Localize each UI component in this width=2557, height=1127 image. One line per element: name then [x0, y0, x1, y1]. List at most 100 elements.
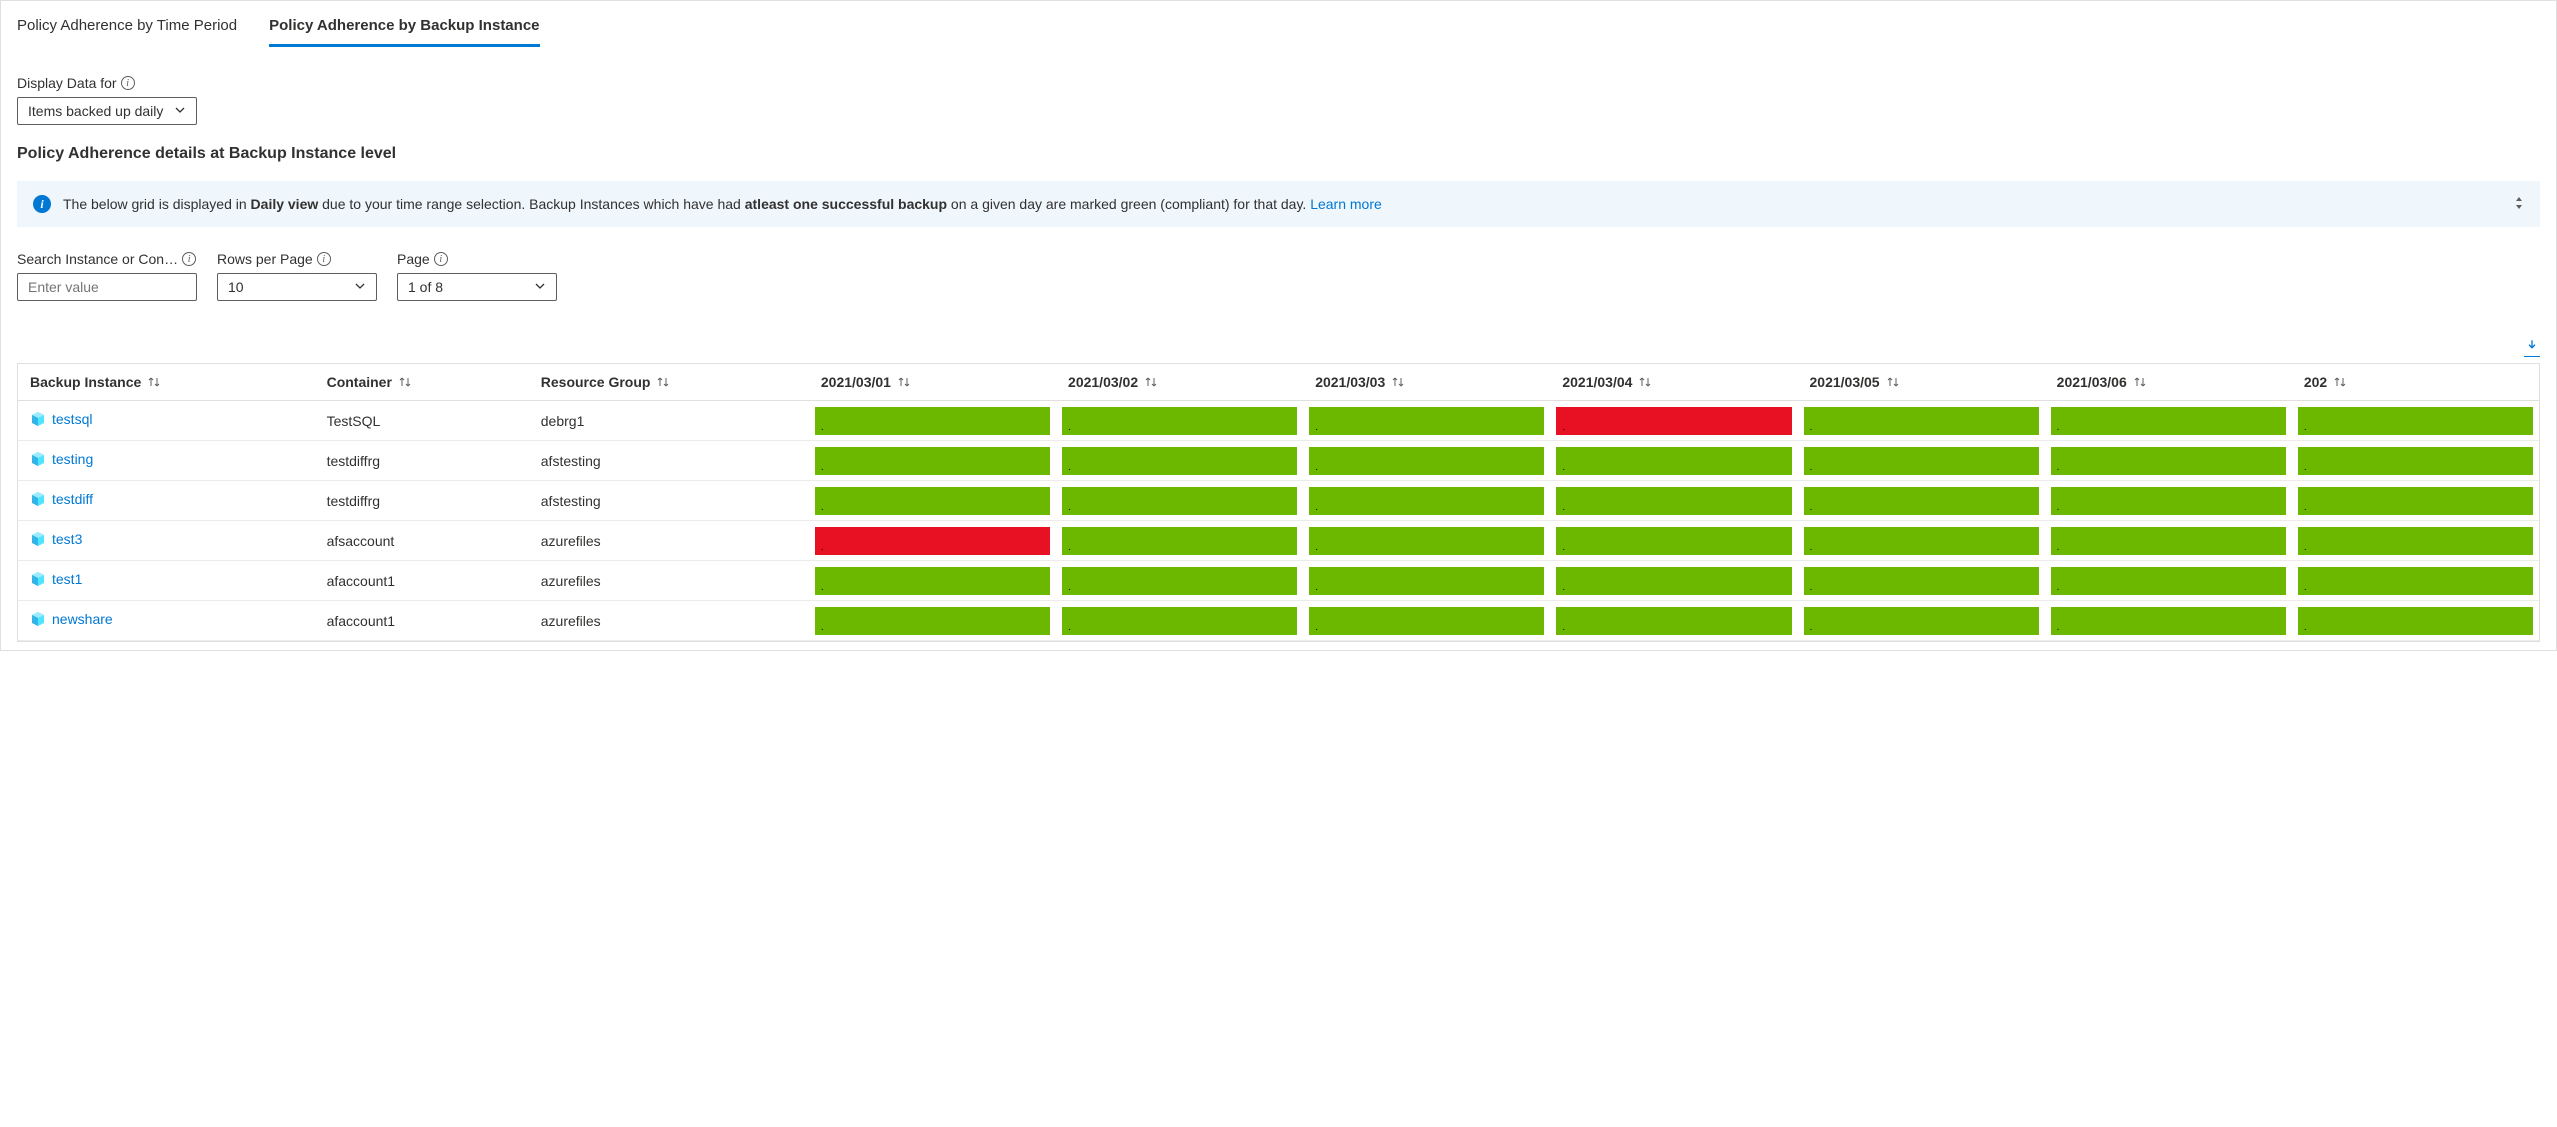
info-icon[interactable]: i — [434, 252, 448, 266]
status-cell: . — [1550, 521, 1797, 561]
table-row: test3afsaccountazurefiles....... — [18, 521, 2539, 561]
column-header[interactable]: 2021/03/03 — [1303, 364, 1550, 401]
status-block: . — [1062, 527, 1297, 555]
instance-link[interactable]: testsql — [30, 411, 92, 427]
column-label: Backup Instance — [30, 374, 141, 390]
column-label: 202 — [2304, 374, 2327, 390]
sort-icon[interactable] — [1886, 376, 1900, 388]
rows-per-page-field: Rows per Page i 10 — [217, 251, 377, 301]
sort-icon[interactable] — [656, 376, 670, 388]
sort-icon[interactable] — [1638, 376, 1652, 388]
column-header[interactable]: 2021/03/01 — [809, 364, 1056, 401]
display-data-label: Display Data for i — [17, 75, 2540, 91]
column-label: Container — [327, 374, 392, 390]
info-icon: i — [33, 195, 51, 213]
status-block: . — [1062, 607, 1297, 635]
status-block: . — [815, 447, 1050, 475]
status-block: . — [1062, 407, 1297, 435]
status-block: . — [1804, 407, 2039, 435]
status-cell: . — [1303, 481, 1550, 521]
column-header[interactable]: 2021/03/04 — [1550, 364, 1797, 401]
display-data-dropdown[interactable]: Items backed up daily — [17, 97, 197, 125]
status-cell: . — [2045, 481, 2292, 521]
page-dropdown[interactable]: 1 of 8 — [397, 273, 557, 301]
sort-icon[interactable] — [897, 376, 911, 388]
column-header[interactable]: Container — [315, 364, 529, 401]
column-header[interactable]: 2021/03/02 — [1056, 364, 1303, 401]
info-icon[interactable]: i — [317, 252, 331, 266]
instance-cell: testdiff — [18, 481, 315, 521]
sort-icon[interactable] — [147, 376, 161, 388]
info-banner: i The below grid is displayed in Daily v… — [17, 181, 2540, 227]
info-icon[interactable]: i — [121, 76, 135, 90]
container-cell: testdiffrg — [315, 481, 529, 521]
column-header[interactable]: Backup Instance — [18, 364, 315, 401]
status-cell: . — [2045, 441, 2292, 481]
instance-link[interactable]: testing — [30, 451, 93, 467]
column-label: 2021/03/04 — [1562, 374, 1632, 390]
status-block: . — [1062, 487, 1297, 515]
status-block: . — [1804, 487, 2039, 515]
sort-icon[interactable] — [398, 376, 412, 388]
column-label: Resource Group — [541, 374, 651, 390]
status-cell: . — [2292, 481, 2539, 521]
cube-icon — [30, 611, 46, 627]
status-cell: . — [1303, 561, 1550, 601]
status-block: . — [2298, 527, 2533, 555]
status-block: . — [815, 607, 1050, 635]
instance-name: test1 — [52, 571, 82, 587]
status-block: . — [2051, 527, 2286, 555]
banner-bold: Daily view — [251, 196, 319, 212]
rows-per-page-dropdown[interactable]: 10 — [217, 273, 377, 301]
status-block: . — [815, 567, 1050, 595]
info-icon[interactable]: i — [182, 252, 196, 266]
rg-cell: azurefiles — [529, 521, 809, 561]
status-block: . — [1309, 407, 1544, 435]
column-header[interactable]: Resource Group — [529, 364, 809, 401]
instance-cell: test3 — [18, 521, 315, 561]
status-block: . — [1556, 607, 1791, 635]
instance-link[interactable]: test3 — [30, 531, 82, 547]
container-cell: afaccount1 — [315, 561, 529, 601]
status-cell: . — [2292, 401, 2539, 441]
rg-cell: afstesting — [529, 481, 809, 521]
banner-text: The below grid is displayed in — [63, 196, 251, 212]
column-header[interactable]: 202 — [2292, 364, 2539, 401]
instance-cell: newshare — [18, 601, 315, 641]
status-cell: . — [1798, 401, 2045, 441]
search-input[interactable] — [17, 273, 197, 301]
status-block: . — [1804, 527, 2039, 555]
tabs: Policy Adherence by Time Period Policy A… — [17, 9, 2540, 47]
sort-icon[interactable] — [1391, 376, 1405, 388]
sort-icon[interactable] — [2133, 376, 2147, 388]
table-row: testingtestdiffrgafstesting....... — [18, 441, 2539, 481]
container-cell: afaccount1 — [315, 601, 529, 641]
status-cell: . — [1303, 441, 1550, 481]
column-header[interactable]: 2021/03/06 — [2045, 364, 2292, 401]
chevron-down-icon — [354, 279, 366, 295]
sort-icon[interactable] — [1144, 376, 1158, 388]
status-block: . — [2298, 567, 2533, 595]
download-icon[interactable] — [2524, 339, 2540, 357]
tab-time-period[interactable]: Policy Adherence by Time Period — [17, 9, 237, 47]
page-field: Page i 1 of 8 — [397, 251, 557, 301]
status-block: . — [815, 487, 1050, 515]
status-cell: . — [1798, 601, 2045, 641]
status-block: . — [1309, 567, 1544, 595]
tab-backup-instance[interactable]: Policy Adherence by Backup Instance — [269, 9, 539, 47]
cube-icon — [30, 491, 46, 507]
status-block: . — [2051, 487, 2286, 515]
banner-sort-icon[interactable] — [2514, 196, 2524, 213]
status-cell: . — [1550, 401, 1797, 441]
instance-link[interactable]: newshare — [30, 611, 113, 627]
sort-icon[interactable] — [2333, 376, 2347, 388]
instance-link[interactable]: testdiff — [30, 491, 93, 507]
status-block: . — [2298, 607, 2533, 635]
instance-link[interactable]: test1 — [30, 571, 82, 587]
status-block: . — [2298, 407, 2533, 435]
search-field: Search Instance or Con… i — [17, 251, 197, 301]
learn-more-link[interactable]: Learn more — [1310, 196, 1382, 212]
status-block: . — [1062, 567, 1297, 595]
chevron-down-icon — [174, 103, 186, 119]
column-header[interactable]: 2021/03/05 — [1798, 364, 2045, 401]
